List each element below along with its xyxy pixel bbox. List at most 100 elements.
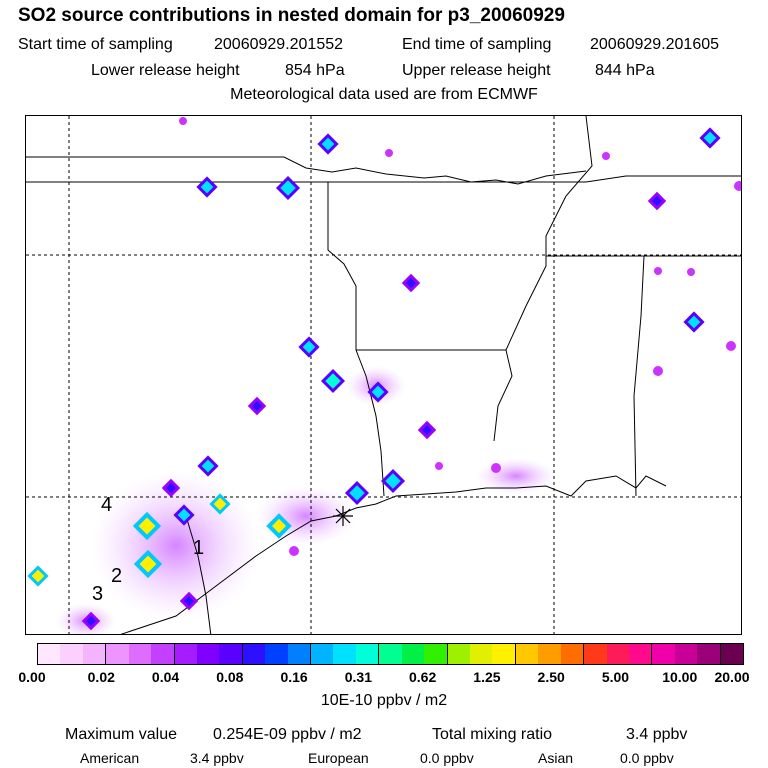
colorbar-swatch (606, 644, 629, 664)
map-panel: 4 1 2 3 (25, 115, 742, 635)
site-label: 4 (101, 494, 112, 516)
colorbar-swatch (492, 644, 516, 664)
colorbar-swatch (515, 644, 539, 664)
colorbar-swatch (652, 644, 675, 664)
start-time-label: Start time of sampling (18, 36, 173, 53)
source-marker (27, 565, 49, 587)
colorbar-swatch (174, 644, 197, 664)
colorbar-swatch (311, 644, 334, 664)
asian-value: 0.0 ppbv (620, 750, 674, 766)
colorbar-swatch (219, 644, 243, 664)
colorbar-swatch (196, 644, 220, 664)
source-marker (344, 480, 370, 506)
source-marker (173, 504, 195, 526)
source-marker (132, 511, 162, 541)
european-value: 0.0 ppbv (420, 750, 474, 766)
source-marker (317, 133, 339, 155)
boundaries (26, 116, 741, 634)
source-marker (209, 493, 231, 515)
source-marker (367, 381, 389, 403)
colorbar-swatch (151, 644, 175, 664)
source-marker (491, 463, 501, 473)
colorbar-swatch (106, 644, 129, 664)
colorbar-swatch (470, 644, 493, 664)
colorbar-swatch (38, 644, 61, 664)
american-label: American (80, 750, 140, 766)
source-marker (161, 478, 181, 498)
source-marker (81, 611, 101, 631)
total-mixing-label: Total mixing ratio (432, 726, 553, 743)
source-marker (289, 546, 299, 556)
colorbar-swatch (242, 644, 266, 664)
site-label: 3 (92, 583, 103, 605)
colorbar-swatch (287, 644, 312, 664)
colorbar-tick-label: 0.02 (87, 669, 115, 685)
plume-haze (476, 458, 556, 494)
colorbar-tick-label: 0.00 (18, 669, 46, 685)
colorbar-tick-label: 1.25 (473, 669, 501, 685)
source-marker (196, 176, 218, 198)
colorbar-swatch (60, 644, 83, 664)
met-data-note: Meteorological data used are from ECMWF (230, 86, 538, 103)
total-mixing-value: 3.4 ppbv (626, 726, 688, 743)
source-marker (435, 462, 443, 470)
colorbar-swatch (560, 644, 585, 664)
colorbar-tick-label: 0.08 (216, 669, 244, 685)
source-marker (133, 549, 163, 579)
end-time-value: 20060929.201605 (590, 36, 720, 53)
colorbar-units: 10E-10 ppbv / m2 (320, 692, 448, 709)
upper-height-value: 844 hPa (595, 62, 655, 79)
colorbar-swatch (697, 644, 721, 664)
colorbar-swatch (674, 644, 698, 664)
source-marker (179, 117, 187, 125)
map-svg: 4 1 2 3 (26, 116, 741, 634)
source-marker (647, 191, 667, 211)
source-marker (401, 273, 421, 293)
upper-height-label: Upper release height (402, 62, 551, 79)
release-location-marker (333, 506, 353, 526)
colorbar-swatch (333, 644, 356, 664)
american-value: 3.4 ppbv (190, 750, 244, 766)
colorbar-swatch (424, 644, 448, 664)
source-marker (654, 267, 662, 275)
source-marker (298, 336, 320, 358)
colorbar-swatch (720, 644, 744, 664)
end-time-label: End time of sampling (402, 36, 552, 53)
colorbar-swatch (447, 644, 471, 664)
colorbar-tick-label: 5.00 (601, 669, 630, 685)
source-marker (734, 181, 741, 191)
site-label: 2 (111, 565, 122, 587)
colorbar (37, 643, 744, 665)
source-marker (385, 149, 393, 157)
plot-title: SO2 source contributions in nested domai… (18, 5, 565, 26)
source-marker (247, 396, 267, 416)
colorbar-swatch (628, 644, 653, 664)
source-marker (726, 341, 736, 351)
asian-label: Asian (538, 750, 574, 766)
source-marker (417, 420, 437, 440)
colorbar-swatch (379, 644, 402, 664)
european-label: European (308, 750, 369, 766)
colorbar-tick-label: 0.04 (151, 669, 180, 685)
emission-sources (27, 117, 741, 631)
lower-height-label: Lower release height (91, 62, 240, 79)
max-value: 0.254E-09 ppbv / m2 (213, 726, 362, 743)
source-marker (179, 591, 199, 611)
source-marker (602, 152, 610, 160)
colorbar-tick-label: 10.00 (662, 669, 698, 685)
source-marker (699, 127, 721, 149)
colorbar-swatch (584, 644, 607, 664)
source-marker (683, 311, 705, 333)
colorbar-swatch (265, 644, 288, 664)
source-marker (687, 268, 695, 276)
colorbar-tick-label: 0.31 (344, 669, 372, 685)
colorbar-tick-label: 0.16 (280, 669, 308, 685)
source-marker (380, 468, 406, 494)
start-time-value: 20060929.201552 (214, 36, 344, 53)
source-marker (266, 513, 292, 539)
source-marker (275, 175, 301, 201)
colorbar-tick-label: 20.00 (714, 669, 750, 685)
plume-haze (91, 471, 261, 621)
source-marker (653, 366, 663, 376)
colorbar-swatch (128, 644, 152, 664)
